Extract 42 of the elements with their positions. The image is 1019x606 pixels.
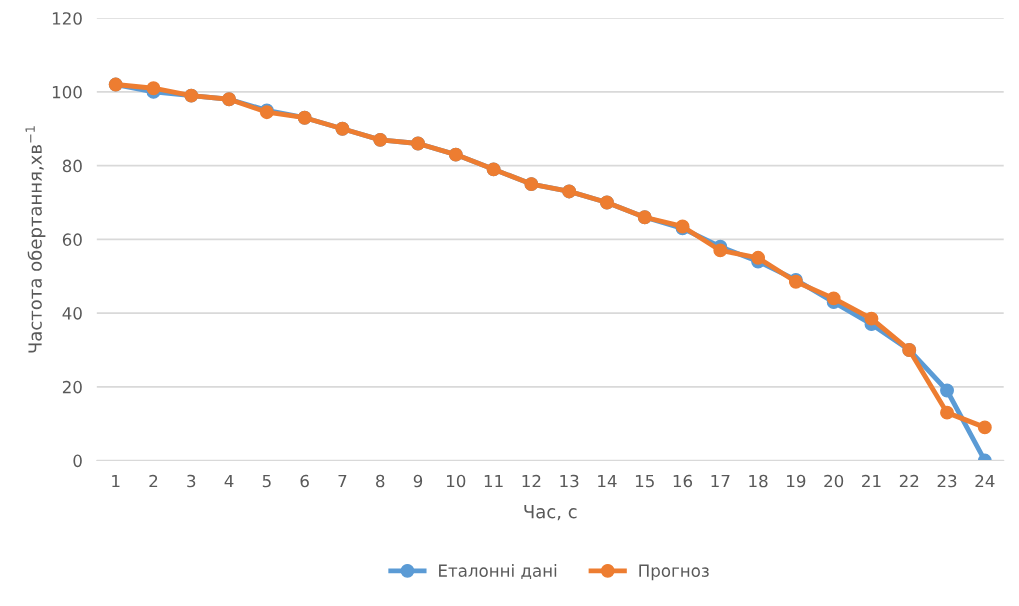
x-tick-label: 16: [673, 474, 693, 488]
x-tick-label: 11: [484, 474, 503, 488]
x-tick-label: 3: [187, 474, 196, 488]
y-tick-label: 0: [73, 454, 82, 468]
x-tick-label: 19: [787, 474, 806, 488]
point: [864, 311, 879, 326]
x-tick-label: 14: [598, 474, 617, 488]
y-tick-label: 100: [52, 85, 82, 99]
x-tick-label: 21: [862, 474, 881, 488]
y-tick-label: 40: [62, 307, 82, 320]
y-axis-title: Частота обертання,хв$^{−1}$: [25, 126, 46, 353]
x-tick-label: 8: [376, 474, 385, 488]
x-tick-label: 20: [824, 474, 844, 488]
x-tick-label: 6: [300, 474, 309, 488]
y-tick-label: 60: [62, 233, 82, 246]
point: [826, 291, 841, 306]
x-tick-label: 5: [262, 474, 271, 488]
x-tick-label: 1: [112, 474, 120, 488]
point: [940, 405, 954, 420]
x-tick-label: 17: [711, 474, 730, 488]
x-tick-label: 9: [413, 474, 423, 488]
point: [940, 383, 954, 398]
x-tick-label: 13: [560, 474, 579, 488]
x-tick-label: 7: [338, 474, 347, 488]
x-tick-label: 10: [447, 474, 466, 488]
x-tick-label: 12: [522, 474, 541, 488]
point: [751, 250, 766, 265]
x-tick-label: 18: [749, 474, 768, 488]
legend-label: Еталонні дані: [439, 564, 557, 579]
legend-label: Прогноз: [639, 564, 709, 581]
y-tick-label: 80: [62, 159, 82, 173]
point: [977, 420, 992, 435]
x-tick-label: 22: [899, 474, 919, 488]
y-tick-label: 20: [62, 380, 82, 394]
x-tick-label: 4: [224, 474, 234, 488]
x-tick-label: 24: [975, 474, 995, 488]
x-tick-label: 2: [149, 474, 158, 488]
x-axis-title: Час, с: [524, 505, 577, 521]
x-tick-label: 15: [635, 474, 654, 488]
point: [713, 243, 728, 258]
x-tick-label: 23: [937, 474, 957, 488]
y-tick-label: 120: [52, 12, 82, 25]
